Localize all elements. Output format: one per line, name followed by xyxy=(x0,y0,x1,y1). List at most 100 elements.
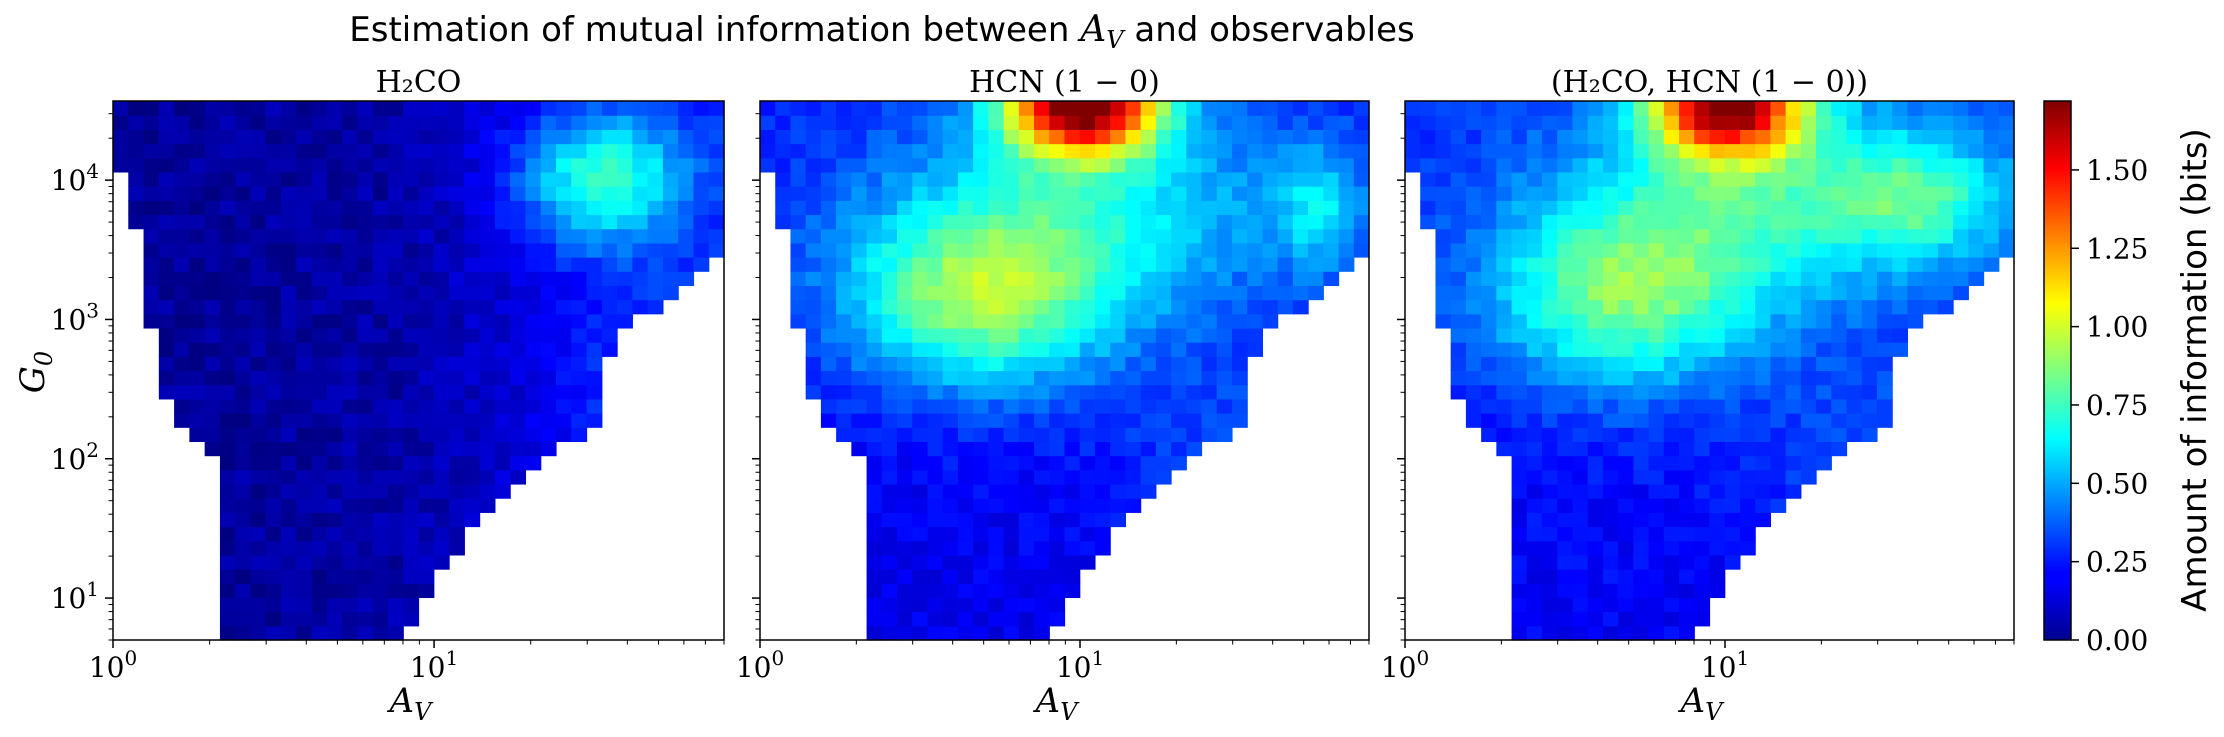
heatmap-cell xyxy=(494,483,511,499)
heatmap-cell xyxy=(1633,143,1650,159)
heatmap-cell xyxy=(479,285,496,301)
heatmap-cell xyxy=(433,441,450,457)
heatmap-cell xyxy=(1496,356,1513,372)
heatmap-cell xyxy=(1171,398,1187,414)
heatmap-cell xyxy=(281,512,297,528)
heatmap-cell xyxy=(265,257,282,272)
heatmap-cell xyxy=(387,115,404,130)
heatmap-cell xyxy=(311,327,328,343)
heatmap-cell xyxy=(1572,143,1589,159)
heatmap-cell xyxy=(510,469,527,485)
heatmap-cell xyxy=(632,257,649,272)
heatmap-cell xyxy=(1526,370,1543,386)
heatmap-cell xyxy=(479,441,496,457)
heatmap-cell xyxy=(942,483,959,499)
heatmap-cell xyxy=(525,413,542,428)
heatmap-cell xyxy=(540,413,557,428)
heatmap-cell xyxy=(265,101,282,116)
heatmap-cell xyxy=(540,171,557,187)
heatmap-cell xyxy=(1587,441,1604,457)
heatmap-cell xyxy=(158,342,175,357)
heatmap-cell xyxy=(387,370,404,386)
heatmap-cell xyxy=(449,441,465,457)
heatmap-cell xyxy=(1435,313,1452,329)
heatmap-cell xyxy=(1724,327,1741,343)
heatmap-cell xyxy=(326,271,343,286)
heatmap-cell xyxy=(143,200,160,216)
heatmap-cell xyxy=(678,101,695,116)
heatmap-cell xyxy=(296,427,313,443)
heatmap-cell xyxy=(265,157,282,173)
heatmap-cell xyxy=(1739,498,1756,513)
heatmap-cell xyxy=(1572,498,1589,513)
heatmap-cell xyxy=(1186,129,1203,145)
heatmap-cell xyxy=(632,271,649,286)
heatmap-cell xyxy=(1292,143,1309,159)
heatmap-cell xyxy=(250,441,267,457)
heatmap-cell xyxy=(942,469,959,485)
heatmap-cell xyxy=(311,625,328,641)
heatmap-cell xyxy=(1018,257,1035,272)
heatmap-cell xyxy=(662,200,679,216)
heatmap-cell xyxy=(1155,129,1172,145)
heatmap-cell xyxy=(851,242,868,258)
heatmap-cell xyxy=(1770,242,1787,258)
heatmap-cell xyxy=(1201,313,1218,329)
heatmap-cell xyxy=(973,625,989,641)
heatmap-cell xyxy=(1110,186,1126,201)
heatmap-cell xyxy=(311,129,328,145)
heatmap-cell xyxy=(836,427,852,443)
heatmap-cell xyxy=(1618,427,1634,443)
heatmap-cell xyxy=(1755,498,1771,513)
heatmap-cell xyxy=(1876,313,1893,329)
heatmap-cell xyxy=(1953,242,1969,258)
heatmap-cell xyxy=(1125,186,1142,201)
heatmap-cell xyxy=(219,228,236,244)
heatmap-cell xyxy=(1998,101,2015,116)
heatmap-cell xyxy=(1572,398,1589,414)
heatmap-cell xyxy=(988,115,1005,130)
heatmap-cell xyxy=(1064,370,1081,386)
heatmap-cell xyxy=(1648,483,1665,499)
heatmap-cell xyxy=(128,157,145,173)
heatmap-cell xyxy=(1800,384,1817,400)
heatmap-cell xyxy=(357,129,374,145)
heatmap-cell xyxy=(632,285,649,301)
heatmap-cell xyxy=(1694,242,1711,258)
heatmap-cell xyxy=(235,129,252,145)
heatmap-cell xyxy=(1694,299,1711,315)
heatmap-cell xyxy=(387,143,404,159)
heatmap-cell xyxy=(1481,285,1497,301)
heatmap-cell xyxy=(1785,115,1802,130)
heatmap-cell xyxy=(1739,157,1756,173)
heatmap-cell xyxy=(866,441,883,457)
heatmap-cell xyxy=(357,498,374,513)
heatmap-cell xyxy=(1663,143,1680,159)
heatmap-cell xyxy=(1648,214,1665,230)
heatmap-cell xyxy=(1922,228,1939,244)
heatmap-cell xyxy=(1216,356,1233,372)
heatmap-cell xyxy=(265,271,282,286)
heatmap-cell xyxy=(1846,242,1863,258)
axes-frame xyxy=(112,100,725,641)
heatmap-cell xyxy=(1186,186,1203,201)
heatmap-cell xyxy=(1064,455,1081,471)
heatmap-cell xyxy=(357,242,374,258)
heatmap-cell xyxy=(311,143,328,159)
heatmap-cell xyxy=(866,129,883,145)
heatmap-cell xyxy=(1633,186,1650,201)
heatmap-cell xyxy=(1277,271,1294,286)
heatmap-cell xyxy=(296,242,313,258)
heatmap-cell xyxy=(988,313,1005,329)
heatmap-cell xyxy=(479,257,496,272)
heatmap-cell xyxy=(296,554,313,570)
heatmap-cell xyxy=(1618,611,1634,627)
heatmap-cell xyxy=(403,455,420,471)
heatmap-cell xyxy=(449,327,465,343)
heatmap-cell xyxy=(586,384,603,400)
heatmap-cell xyxy=(326,540,343,556)
y-tick-label: 101 xyxy=(51,577,99,615)
heatmap-cell xyxy=(1785,186,1802,201)
heatmap-cell xyxy=(1140,413,1157,428)
